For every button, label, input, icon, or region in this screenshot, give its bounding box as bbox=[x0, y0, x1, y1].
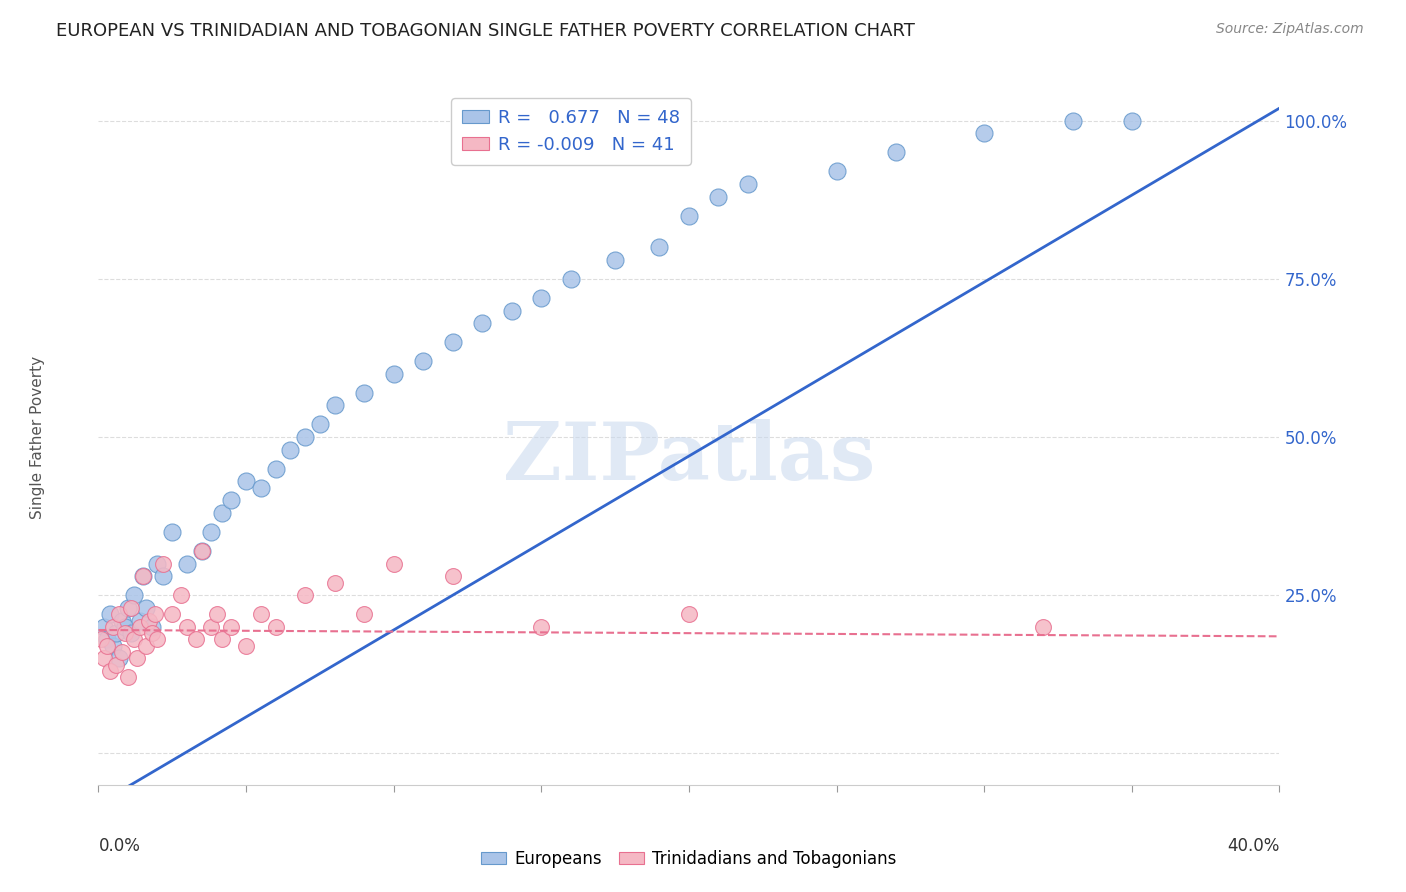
Point bbox=[678, 607, 700, 622]
Point bbox=[98, 664, 121, 678]
Point bbox=[382, 557, 405, 571]
Point bbox=[323, 575, 346, 590]
Point bbox=[117, 600, 139, 615]
Point bbox=[146, 632, 169, 647]
Point bbox=[152, 557, 174, 571]
Point bbox=[219, 620, 242, 634]
Point bbox=[412, 354, 434, 368]
Point bbox=[122, 588, 145, 602]
Point bbox=[235, 475, 257, 489]
Point bbox=[128, 614, 150, 628]
Point bbox=[530, 620, 553, 634]
Point bbox=[152, 569, 174, 583]
Point bbox=[132, 569, 155, 583]
Point bbox=[96, 639, 118, 653]
Point bbox=[707, 190, 730, 204]
Point bbox=[825, 164, 848, 178]
Point bbox=[135, 639, 157, 653]
Point bbox=[146, 557, 169, 571]
Point bbox=[884, 145, 907, 160]
Point bbox=[141, 626, 163, 640]
Point bbox=[108, 607, 131, 622]
Point bbox=[162, 607, 183, 622]
Point bbox=[120, 626, 142, 640]
Point bbox=[108, 651, 131, 665]
Point bbox=[737, 177, 759, 191]
Point bbox=[211, 632, 233, 647]
Point bbox=[1032, 620, 1054, 634]
Point bbox=[501, 303, 523, 318]
Point bbox=[560, 272, 582, 286]
Point bbox=[353, 385, 375, 400]
Point bbox=[530, 291, 553, 305]
Point bbox=[114, 620, 136, 634]
Point bbox=[235, 639, 257, 653]
Point bbox=[250, 607, 273, 622]
Point bbox=[103, 620, 125, 634]
Point bbox=[353, 607, 375, 622]
Point bbox=[191, 544, 214, 558]
Point bbox=[93, 651, 115, 665]
Point bbox=[122, 632, 145, 647]
Point bbox=[471, 316, 494, 330]
Point bbox=[103, 639, 125, 653]
Legend: Europeans, Trinidadians and Tobagonians: Europeans, Trinidadians and Tobagonians bbox=[475, 844, 903, 875]
Legend: R =   0.677   N = 48, R = -0.009   N = 41: R = 0.677 N = 48, R = -0.009 N = 41 bbox=[451, 98, 690, 165]
Point bbox=[120, 600, 142, 615]
Point bbox=[382, 367, 405, 381]
Point bbox=[323, 399, 346, 413]
Text: Single Father Poverty: Single Father Poverty bbox=[31, 356, 45, 518]
Point bbox=[176, 620, 198, 634]
Point bbox=[135, 600, 157, 615]
Point bbox=[294, 430, 316, 444]
Point bbox=[184, 632, 207, 647]
Point bbox=[132, 569, 155, 583]
Point bbox=[143, 607, 166, 622]
Point bbox=[93, 620, 115, 634]
Point bbox=[219, 493, 242, 508]
Point bbox=[678, 209, 700, 223]
Point bbox=[98, 607, 121, 622]
Point bbox=[125, 651, 148, 665]
Point bbox=[138, 614, 160, 628]
Point bbox=[309, 417, 332, 432]
Point bbox=[90, 632, 112, 647]
Point bbox=[200, 620, 222, 634]
Point bbox=[1121, 113, 1143, 128]
Point bbox=[294, 588, 316, 602]
Point bbox=[264, 620, 287, 634]
Point bbox=[114, 626, 136, 640]
Point bbox=[264, 461, 287, 475]
Point bbox=[200, 524, 222, 539]
Point bbox=[105, 657, 128, 672]
Point bbox=[648, 240, 671, 254]
Point bbox=[441, 569, 464, 583]
Point bbox=[250, 481, 273, 495]
Point bbox=[128, 620, 150, 634]
Point bbox=[117, 670, 139, 684]
Point bbox=[205, 607, 228, 622]
Text: ZIPatlas: ZIPatlas bbox=[503, 419, 875, 497]
Text: EUROPEAN VS TRINIDADIAN AND TOBAGONIAN SINGLE FATHER POVERTY CORRELATION CHART: EUROPEAN VS TRINIDADIAN AND TOBAGONIAN S… bbox=[56, 22, 915, 40]
Text: Source: ZipAtlas.com: Source: ZipAtlas.com bbox=[1216, 22, 1364, 37]
Point bbox=[162, 524, 183, 539]
Point bbox=[170, 588, 193, 602]
Point bbox=[211, 506, 233, 520]
Point bbox=[96, 632, 118, 647]
Point bbox=[278, 442, 302, 457]
Text: 40.0%: 40.0% bbox=[1227, 837, 1279, 855]
Point bbox=[605, 252, 627, 267]
Text: 0.0%: 0.0% bbox=[98, 837, 141, 855]
Point bbox=[191, 544, 214, 558]
Point bbox=[141, 620, 163, 634]
Point bbox=[111, 645, 134, 659]
Point bbox=[441, 335, 464, 350]
Point bbox=[973, 127, 995, 141]
Point bbox=[176, 557, 198, 571]
Point bbox=[1062, 113, 1084, 128]
Point bbox=[111, 614, 134, 628]
Point bbox=[105, 626, 128, 640]
